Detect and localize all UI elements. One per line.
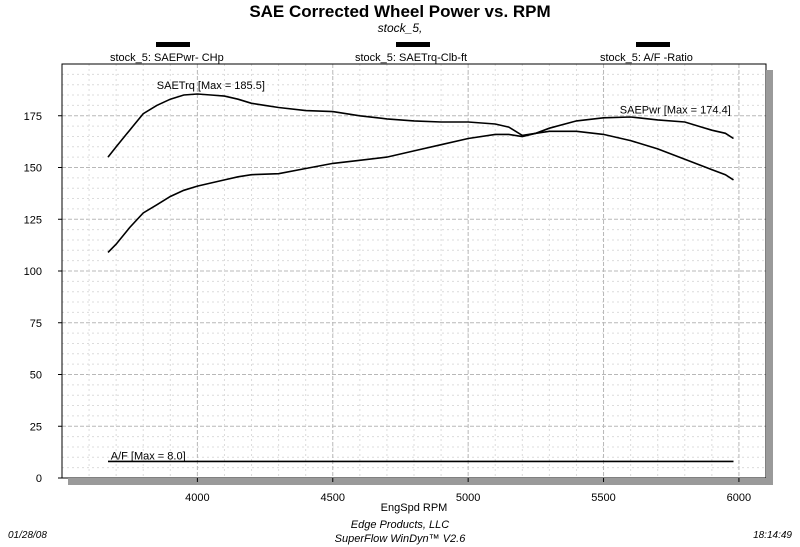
annotation-a-f: A/F [Max = 8.0] <box>111 450 186 462</box>
series-annotations: SAETrq [Max = 185.5] SAEPwr [Max = 174.4]… <box>111 80 731 463</box>
legend-swatch-af <box>636 42 670 47</box>
y-tick-label: 125 <box>24 214 42 226</box>
chart-title: SAE Corrected Wheel Power vs. RPM <box>249 2 551 21</box>
chart-grid <box>62 64 766 478</box>
x-axis-ticks: 4000 4500 5000 5500 6000 <box>185 478 751 504</box>
x-tick-label: 6000 <box>727 492 751 504</box>
y-tick-label: 75 <box>30 318 42 330</box>
legend-swatch-saetrq <box>396 42 430 47</box>
footer-software: SuperFlow WinDyn™ V2.6 <box>334 533 466 545</box>
annotation-saepwr: SAEPwr [Max = 174.4] <box>620 105 731 117</box>
series-line-saepwr <box>107 116 734 253</box>
footer-date: 01/28/08 <box>8 530 47 541</box>
plot-shadow-right <box>766 70 773 485</box>
legend-label-saetrq: stock_5: SAETrq-Clb-ft <box>355 52 468 64</box>
plot-shadow <box>68 70 773 485</box>
footer-company: Edge Products, LLC <box>350 519 450 531</box>
x-tick-label: 4500 <box>321 492 345 504</box>
y-tick-label: 0 <box>36 473 42 485</box>
legend-label-saepwr: stock_5: SAEPwr- CHp <box>110 52 224 64</box>
y-tick-label: 50 <box>30 370 42 382</box>
y-axis-ticks: 0 25 50 75 100 125 150 175 <box>24 111 62 485</box>
x-tick-label: 5000 <box>456 492 480 504</box>
y-tick-label: 25 <box>30 421 42 433</box>
legend-swatch-saepwr <box>156 42 190 47</box>
x-tick-label: 5500 <box>591 492 615 504</box>
x-tick-label: 4000 <box>185 492 209 504</box>
y-tick-label: 175 <box>24 111 42 123</box>
series-lines <box>107 93 734 463</box>
annotation-saetrq: SAETrq [Max = 185.5] <box>157 80 265 92</box>
footer-time: 18:14:49 <box>753 530 792 541</box>
chart-subtitle: stock_5, <box>377 21 423 35</box>
y-tick-label: 100 <box>24 266 42 278</box>
y-tick-label: 150 <box>24 163 42 175</box>
plot-shadow-bottom <box>68 478 773 485</box>
x-axis-label: EngSpd RPM <box>381 502 448 514</box>
legend-label-af: stock_5: A/F -Ratio <box>600 52 693 64</box>
series-line-saetrq <box>107 93 734 181</box>
